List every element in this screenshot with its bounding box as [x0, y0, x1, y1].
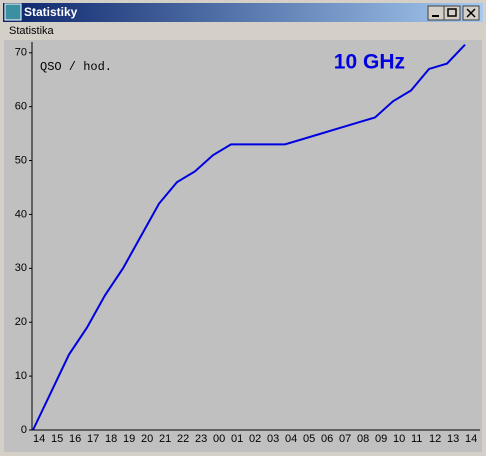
window-buttons: [427, 5, 480, 21]
x-tick-label: 04: [285, 433, 297, 445]
window-title: Statistiky: [24, 5, 78, 19]
x-tick-label: 01: [231, 433, 243, 445]
title-bar: [3, 3, 483, 22]
maximize-button[interactable]: [443, 5, 461, 21]
line-series: [32, 44, 466, 431]
y-tick-label: 40: [15, 208, 27, 220]
minimize-button[interactable]: [427, 5, 445, 21]
y-tick-label: 70: [15, 47, 27, 59]
x-tick-label: 16: [69, 433, 81, 445]
x-tick-label: 03: [267, 433, 279, 445]
x-tick-label: 14: [465, 433, 477, 445]
x-tick-label: 15: [51, 433, 63, 445]
x-tick-label: 09: [375, 433, 387, 445]
menu-item[interactable]: Statistika: [9, 25, 55, 37]
app-icon: [4, 3, 22, 21]
y-tick-label: 0: [21, 424, 27, 436]
x-tick-label: 11: [411, 433, 422, 445]
chart-area: [4, 40, 482, 452]
x-tick-label: 12: [429, 433, 441, 445]
x-tick-label: 22: [177, 433, 189, 445]
x-tick-label: 13: [447, 433, 459, 445]
x-tick-label: 05: [303, 433, 315, 445]
x-tick-label: 18: [105, 433, 117, 445]
x-tick-label: 08: [357, 433, 369, 445]
x-tick-label: 23: [195, 433, 207, 445]
y-tick-label: 30: [15, 262, 27, 274]
x-tick-label: 14: [33, 433, 45, 445]
band-label: 10 GHz: [334, 51, 405, 74]
x-tick-label: 06: [321, 433, 333, 445]
y-tick-label: 50: [15, 154, 27, 166]
y-tick-label: 20: [15, 316, 27, 328]
axis-unit-label: QSO / hod.: [40, 60, 112, 74]
x-tick-label: 19: [123, 433, 135, 445]
x-tick-label: 17: [87, 433, 99, 445]
x-tick-label: 21: [159, 433, 171, 445]
x-tick-label: 02: [249, 433, 261, 445]
x-tick-label: 00: [213, 433, 225, 445]
x-tick-label: 10: [393, 433, 405, 445]
maximize-icon: [447, 8, 457, 17]
y-tick-label: 10: [15, 370, 27, 382]
x-tick-label: 20: [141, 433, 153, 445]
y-tick-label: 60: [15, 101, 27, 113]
close-icon: [466, 8, 476, 18]
x-tick-label: 07: [339, 433, 351, 445]
